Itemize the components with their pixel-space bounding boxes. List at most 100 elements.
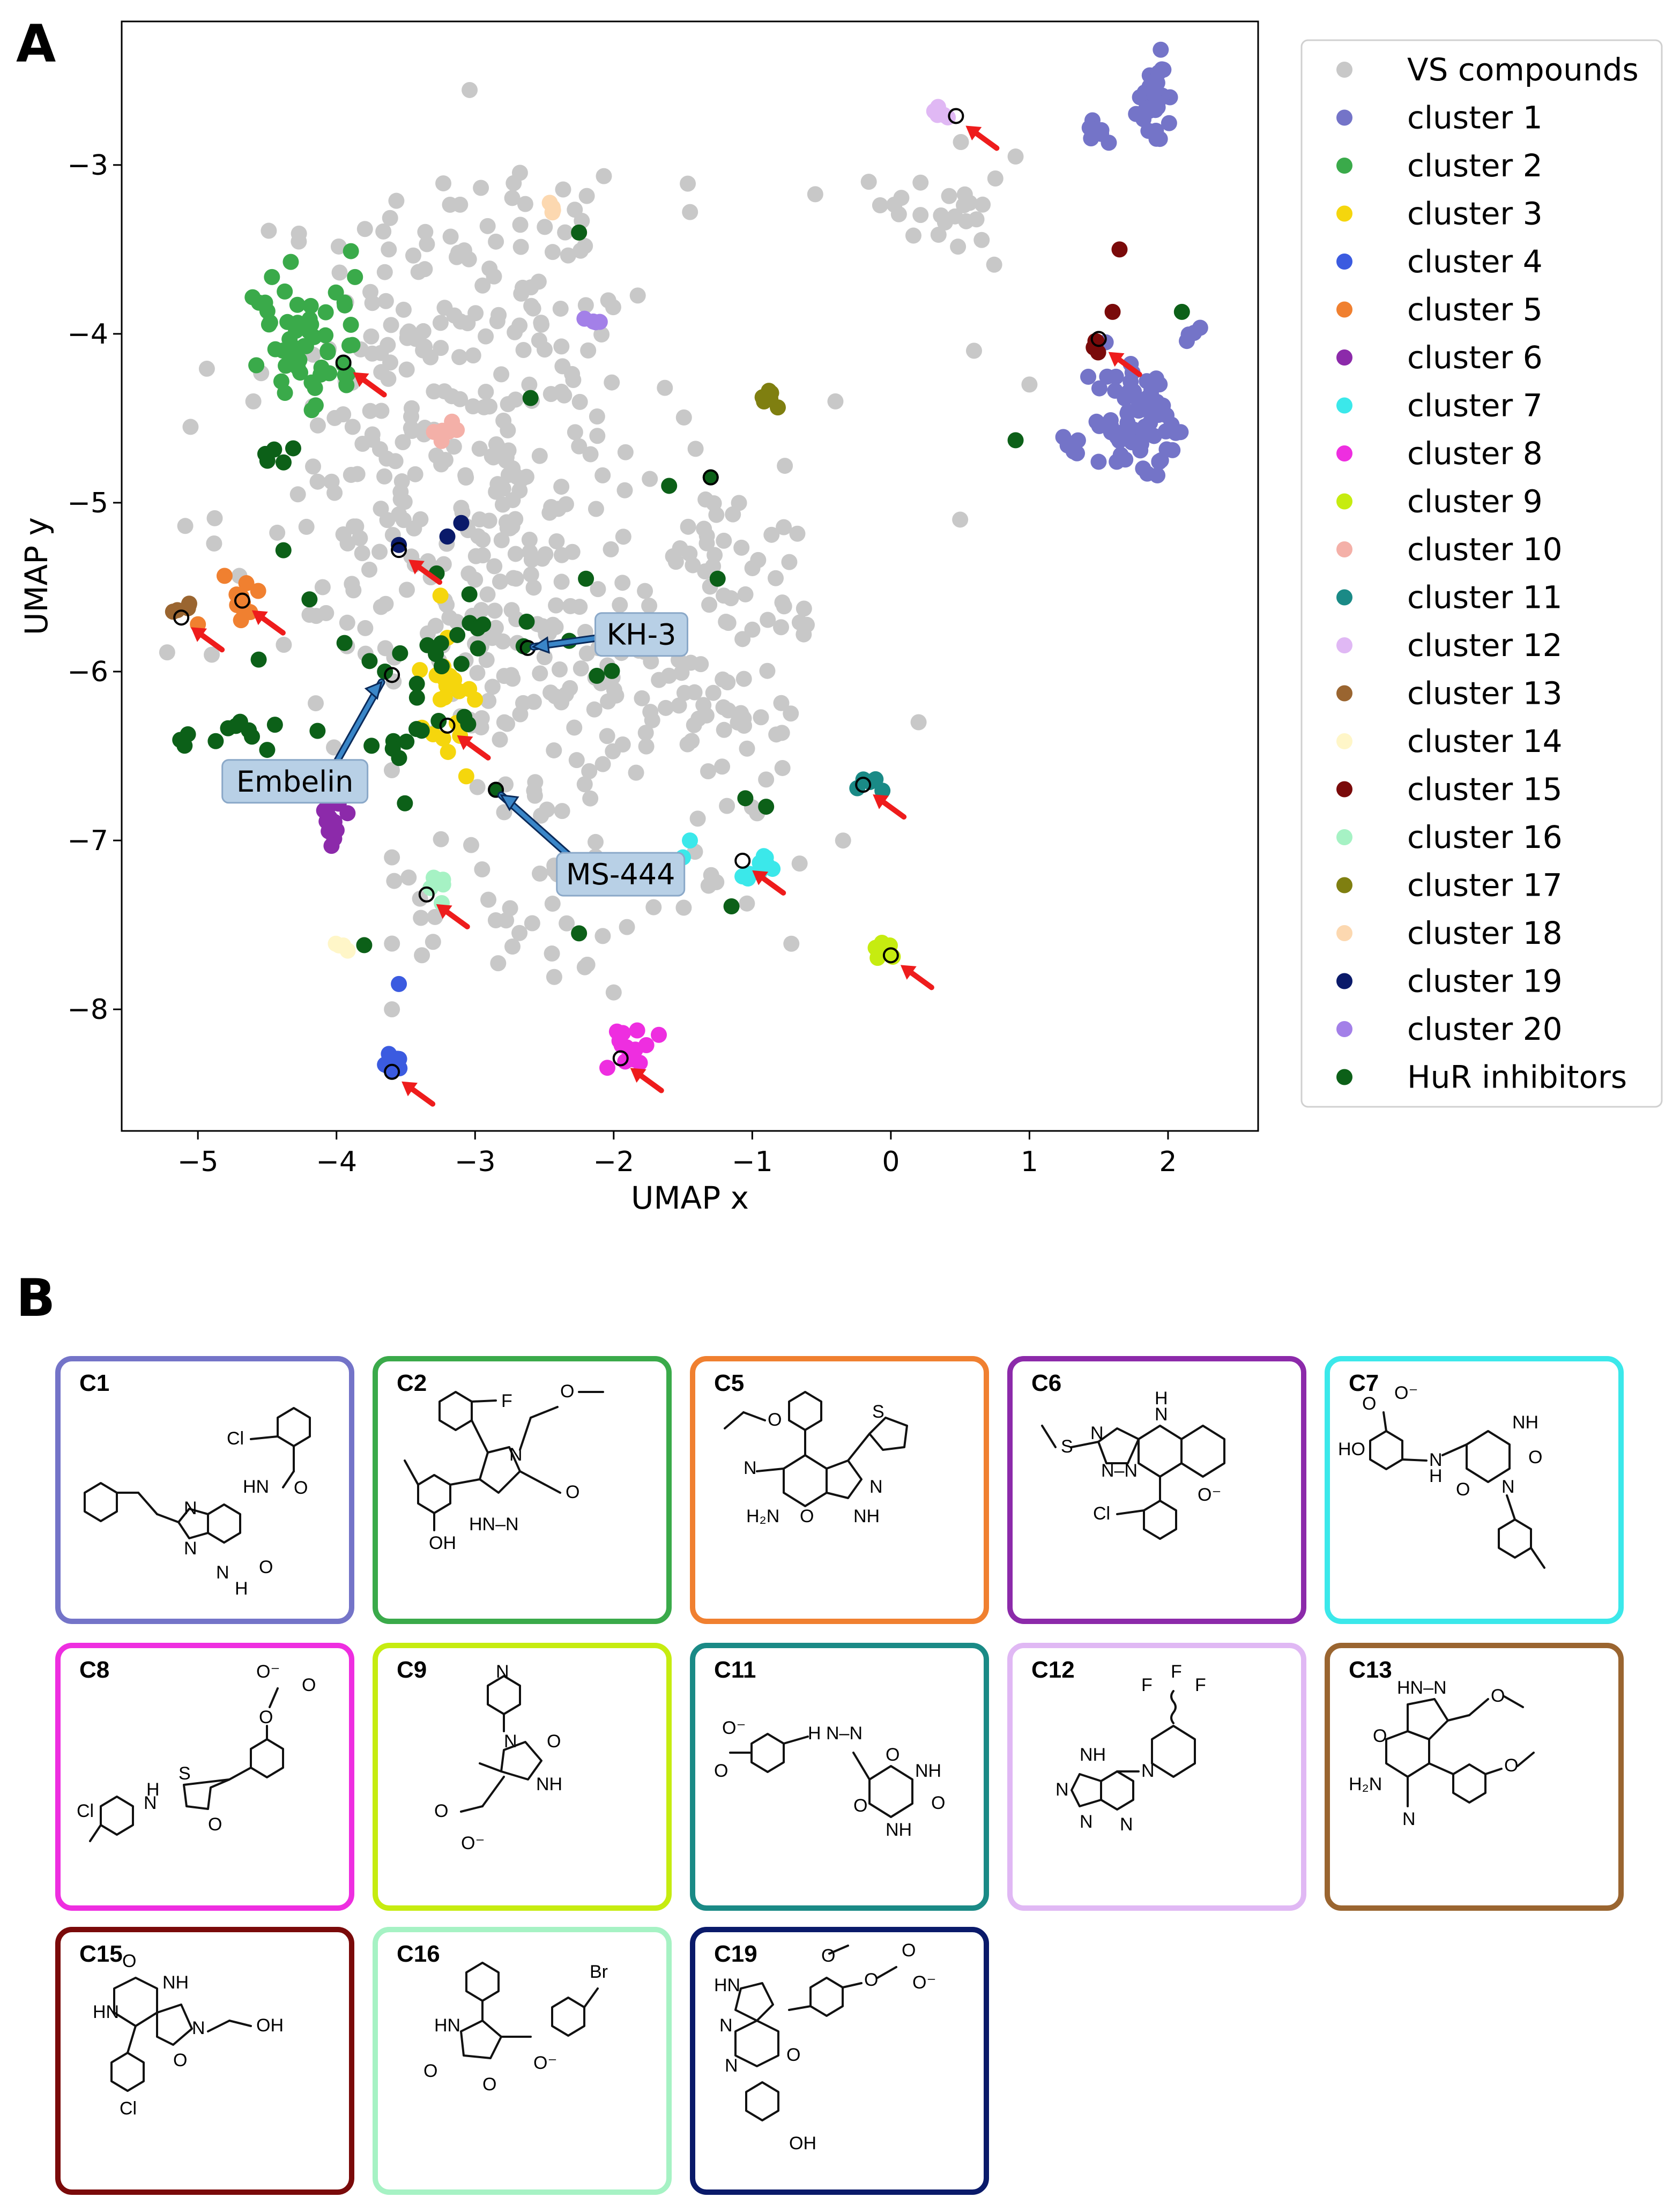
highlight-ring [1090, 331, 1107, 347]
atom-label-nh: NH [915, 1761, 941, 1781]
atom-label-h: H [1155, 1388, 1168, 1409]
data-point [478, 652, 495, 668]
data-point [594, 467, 611, 483]
data-point [578, 570, 594, 587]
data-point [768, 570, 784, 586]
atom-label-cl: Cl [77, 1801, 94, 1821]
data-point [683, 733, 700, 749]
data-point [702, 469, 719, 486]
bond [481, 1776, 505, 1807]
data-point [396, 494, 413, 510]
data-point [1148, 130, 1165, 147]
data-point [735, 671, 752, 687]
data-point [515, 638, 532, 654]
ring [809, 1977, 844, 2017]
data-point [571, 925, 588, 942]
molecule-c8: O⁻ O O S O H N Cl [77, 1662, 316, 1842]
data-point [427, 617, 444, 634]
highlight-ring [335, 354, 352, 371]
highlight-ring [391, 542, 407, 558]
data-point [391, 537, 407, 553]
data-point [687, 441, 704, 457]
data-point [511, 165, 528, 181]
highlight-ring [173, 609, 190, 626]
data-point [701, 597, 718, 613]
atom-label-o: O [294, 1478, 308, 1498]
data-point [604, 662, 620, 679]
data-point [600, 292, 616, 309]
atom-label-h: H [1429, 1466, 1443, 1486]
ring [1369, 1430, 1403, 1470]
data-point [553, 547, 570, 563]
bond [1530, 1547, 1545, 1569]
data-point [344, 419, 361, 435]
data-point [395, 301, 412, 318]
bond [1468, 1698, 1489, 1716]
data-point [975, 196, 991, 213]
legend-marker [1336, 973, 1352, 989]
data-point [1107, 382, 1124, 399]
ring [479, 1446, 521, 1494]
data-point [930, 227, 947, 243]
data-point [716, 532, 732, 549]
atom-label-o-minus: O⁻ [256, 1662, 280, 1682]
series-cluster-1 [1055, 41, 1208, 483]
red-arrow [353, 372, 387, 398]
data-point [905, 227, 921, 244]
atom-label-n: N [719, 2015, 733, 2036]
data-point [480, 692, 497, 709]
y-axis-label: UMAP y [18, 517, 55, 635]
bond [1503, 1695, 1524, 1708]
data-point [718, 614, 734, 630]
data-point [408, 689, 425, 706]
data-point [511, 925, 528, 941]
data-point [336, 294, 353, 311]
data-point [408, 721, 425, 738]
bond [250, 1435, 279, 1440]
data-point [507, 391, 524, 408]
data-point [593, 326, 610, 343]
ring [1138, 1425, 1183, 1478]
data-point [579, 956, 596, 973]
ring [1466, 1430, 1511, 1483]
atom-label-ho: HO [1338, 1439, 1365, 1459]
data-point [291, 233, 307, 250]
legend-label: cluster 19 [1407, 963, 1563, 1000]
data-point [532, 665, 548, 682]
data-point [475, 616, 492, 633]
data-point [452, 313, 469, 330]
data-point [716, 587, 732, 604]
data-point [675, 899, 692, 916]
series-cluster-10 [426, 413, 465, 449]
data-point [303, 374, 320, 391]
data-point [414, 947, 430, 964]
legend-label: cluster 15 [1407, 771, 1563, 808]
data-point [532, 865, 548, 882]
data-point [565, 372, 582, 389]
legend-marker [1336, 493, 1352, 510]
data-point [696, 520, 712, 537]
ring [487, 1675, 521, 1715]
data-point [616, 482, 633, 498]
data-point [641, 598, 658, 614]
atom-label-nh: NH [886, 1820, 912, 1840]
atom-label-o: O [482, 2074, 496, 2095]
data-point [318, 605, 334, 621]
atom-label-s: S [1061, 1436, 1073, 1457]
data-point [357, 620, 374, 636]
ring [100, 1796, 134, 1836]
data-point [1158, 441, 1175, 458]
data-point [585, 313, 601, 330]
data-point [432, 315, 449, 331]
data-point [408, 675, 425, 692]
data-point [462, 81, 478, 98]
legend: VS compounds cluster 1 cluster 2 cluster 3 c… [1300, 39, 1663, 1108]
data-point [1139, 465, 1156, 482]
data-point [453, 515, 470, 531]
data-point [486, 602, 503, 619]
data-point [1021, 376, 1038, 393]
bond [519, 1417, 532, 1451]
data-point [467, 305, 484, 322]
bond [137, 1492, 158, 1515]
data-point [493, 532, 510, 548]
